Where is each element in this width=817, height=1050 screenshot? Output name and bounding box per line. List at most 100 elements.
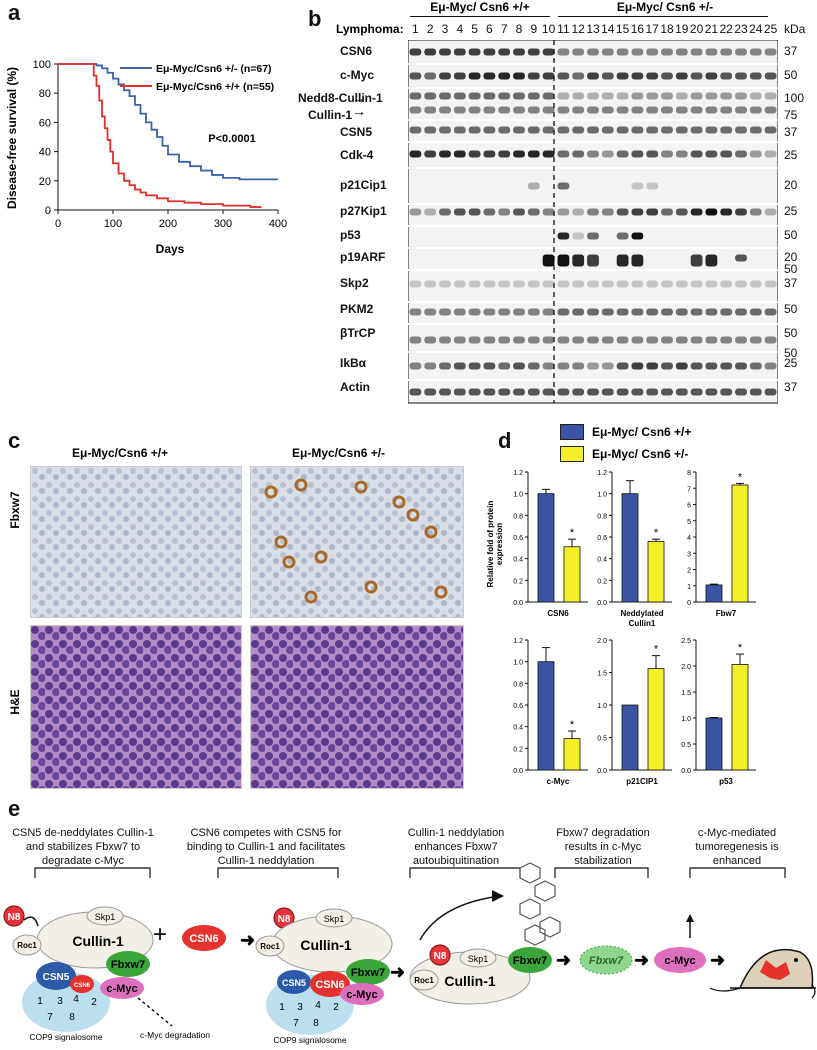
blot-band: [616, 232, 629, 240]
blot-band: [468, 308, 481, 316]
d-bar: [621, 493, 639, 603]
skp1-3: [459, 948, 497, 968]
blot-band: [705, 48, 718, 56]
blot-band: [749, 92, 762, 100]
blot-band: [616, 362, 629, 370]
blot-band: [468, 106, 481, 114]
blot-band: [705, 254, 718, 267]
d-y-tick-label: 1: [687, 584, 691, 591]
blot-band: [749, 308, 762, 316]
blot-band: [409, 362, 422, 370]
blot-band: [616, 254, 629, 267]
blot-band: [720, 336, 733, 344]
blot-band: [690, 150, 703, 158]
csn-num-7: 7: [47, 1012, 53, 1023]
blot-band: [468, 72, 481, 80]
d-y-tick-label: 0.5: [597, 736, 607, 743]
blot-band: [453, 150, 466, 158]
blot-band: [675, 48, 688, 56]
d-y-tick-label: 0.4: [597, 557, 607, 564]
blot-band: [527, 182, 540, 190]
blot-band: [439, 336, 451, 344]
lane-number: 19: [675, 22, 689, 36]
blot-band: [527, 336, 540, 344]
arrow-5-icon: ➜: [710, 950, 725, 970]
blot-band: [601, 150, 614, 158]
blot-band: [498, 72, 511, 80]
lane-number: 7: [500, 22, 508, 36]
blot-band: [661, 280, 673, 288]
n8-arrow-1: [23, 916, 39, 927]
y-tick-label: 60: [39, 117, 51, 129]
blot-band: [764, 48, 777, 56]
survival-lines: [58, 63, 278, 208]
blot-band: [735, 106, 747, 114]
blot-band: [513, 48, 525, 56]
d-y-tick-label: 0.6: [513, 703, 523, 710]
blot-band: [735, 362, 747, 370]
degradation-label: c-Myc degradation: [140, 1030, 210, 1040]
plus-sign: +: [153, 921, 167, 948]
csn6-label-1: CSN6: [74, 983, 91, 989]
cullin1-label-1: Cullin-1: [72, 933, 124, 949]
d-y-tick-label: 2.0: [681, 664, 691, 671]
blot-band: [453, 92, 466, 100]
blot-band: [631, 388, 644, 396]
blot-band: [601, 48, 614, 56]
blot-band: [601, 388, 614, 396]
blot-row-label: PKM2: [340, 302, 374, 316]
lymphoma-label: Lymphoma:: [336, 22, 404, 36]
d-chart-title: Cullin1: [629, 619, 656, 628]
blot-band: [735, 48, 747, 56]
blot-band: [542, 308, 555, 316]
d-y-tick-label: 1.0: [513, 492, 523, 499]
blot-band: [601, 106, 614, 114]
d-bar: [537, 661, 555, 771]
blot-band: [453, 48, 466, 56]
blot-band: [646, 126, 659, 134]
blot-band: [424, 336, 437, 344]
blot-band: [749, 208, 762, 216]
roc1-label-1: Roc1: [17, 941, 37, 950]
blot-band: [587, 150, 599, 158]
blot-band: [646, 362, 659, 370]
blot-band: [424, 208, 437, 216]
step-4-text: Fbxw7 degradation results in c-Myc stabi…: [556, 827, 650, 867]
blot-band: [646, 182, 659, 190]
blot-band: [453, 362, 466, 370]
blot-band: [572, 150, 585, 158]
csn5-label-1: CSN5: [43, 972, 70, 983]
blot-band: [646, 308, 659, 316]
blot-band: [409, 92, 422, 100]
blot-band: [587, 92, 599, 100]
cmyc-stable: [654, 947, 706, 973]
d-y-tick-label: 5: [687, 519, 691, 526]
blot-band: [513, 150, 525, 158]
mw-marker: 50: [784, 346, 798, 360]
blot-band: [572, 92, 585, 100]
blot-band: [483, 208, 496, 216]
d-y-tick-label: 1.2: [513, 470, 523, 477]
blot-band: [587, 254, 599, 267]
d-sig-star: *: [654, 527, 659, 539]
blot-band: [587, 106, 599, 114]
blot-band: [690, 308, 703, 316]
blot-band: [661, 92, 673, 100]
blot-band: [720, 362, 733, 370]
csn-num-1: 1: [37, 996, 43, 1007]
blot-band: [661, 362, 673, 370]
c-col1-label: Eμ-Myc/Csn6 +/+: [72, 446, 169, 460]
csn6-1: [70, 975, 94, 993]
blot-band: [675, 336, 688, 344]
d-y-tick-label: 8: [687, 470, 691, 477]
blot-band: [542, 48, 555, 56]
blot-band: [661, 72, 673, 80]
blot-band: [483, 336, 496, 344]
blot-band: [557, 254, 570, 267]
survival-series-1: [58, 63, 262, 208]
blot-band: [631, 336, 644, 344]
d-sig-star: *: [570, 719, 575, 731]
d-y-tick-label: 0: [687, 600, 691, 607]
blot-band: [764, 106, 777, 114]
d-legend: Eμ-Myc/ Csn6 +/+ Eμ-Myc/ Csn6 +/-: [560, 424, 691, 462]
